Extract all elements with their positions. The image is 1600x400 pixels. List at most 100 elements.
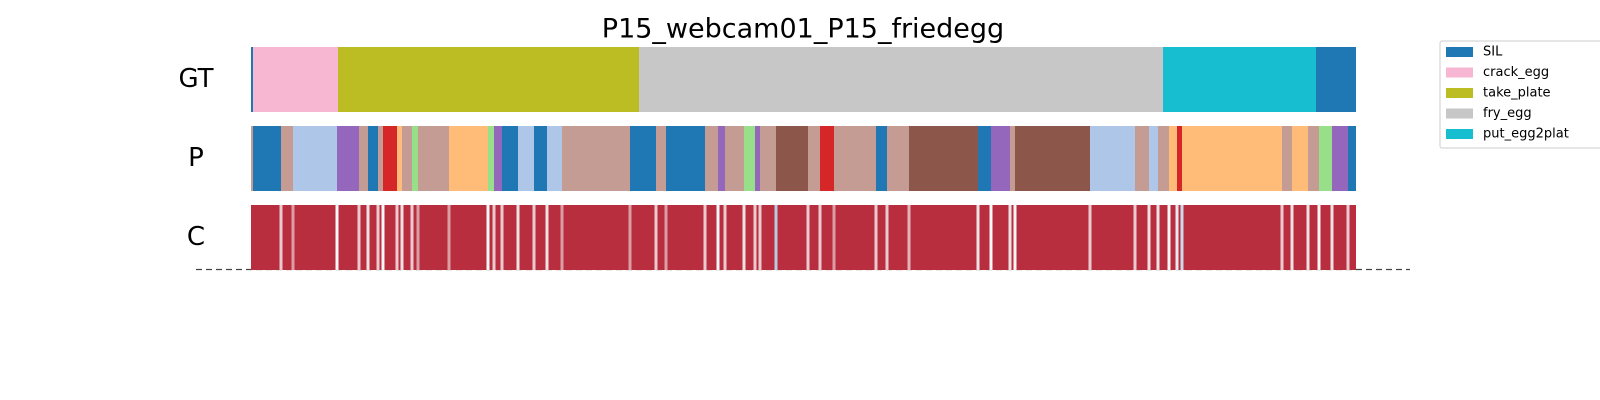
confidence-dip [560,205,564,270]
pred-segment [1282,126,1292,191]
pred-segment [834,126,876,191]
pred-segment [502,126,518,191]
pred-segment [630,126,656,191]
row-label: C [187,222,205,252]
pred-segment [1348,126,1356,191]
confidence-dip [395,205,399,270]
pred-segment [760,126,776,191]
pred-segment [402,126,412,191]
pred-segment [418,126,449,191]
pred-segment [991,126,1010,191]
pred-segment [251,126,253,191]
legend-label: take_plate [1483,86,1551,101]
pred-segment [494,126,502,191]
pred-segment [1135,126,1149,191]
pred-segment [876,126,887,191]
gt-segment [251,47,253,112]
confidence-dip [447,205,451,270]
confidence-dip [976,205,980,270]
gt-segment [338,47,639,112]
pred-segment [293,126,337,191]
confidence-dip [874,205,878,270]
pred-segment [1158,126,1169,191]
confidence-dip [376,205,380,270]
confidence-dip [664,205,668,270]
confidence-dip [486,205,490,270]
confidence-dip [1008,205,1012,270]
legend-swatch [1446,47,1473,57]
confidence-base [251,205,1356,270]
confidence-dip [1290,205,1294,270]
gt-segment [1163,47,1316,112]
pred-segment [412,126,418,191]
confidence-dip [806,205,810,270]
pred-segment [656,126,666,191]
confidence-dip [885,205,889,270]
confidence-dip [818,205,822,270]
confidence-dip [1317,205,1321,270]
pred-segment [820,126,834,191]
pred-segment [547,126,562,191]
confidence-dip [1346,205,1350,270]
pred-segment [383,126,397,191]
legend-label: put_egg2plat [1483,127,1569,142]
pred-segment [534,126,547,191]
pred-segment [359,126,368,191]
confidence-dip [832,205,836,270]
confidence-dip [1156,205,1160,270]
pred-segment [449,126,488,191]
confidence-dip [989,205,993,270]
pred-segment [397,126,402,191]
pred-segment [744,126,755,191]
gt-segment [1316,47,1356,112]
legend-swatch [1446,129,1473,139]
pred-segment [562,126,630,191]
confidence-dip [381,205,385,270]
pred-segment [1332,126,1348,191]
gt-segment [639,47,1163,112]
legend-label: fry_egg [1483,106,1532,121]
confidence-dip [703,205,707,270]
pred-segment [1010,126,1015,191]
pred-segment [1015,126,1090,191]
confidence-dip [1280,205,1284,270]
pred-segment [887,126,909,191]
confidence-dip [907,205,911,270]
pred-segment [1308,126,1319,191]
legend-swatch [1446,67,1473,78]
legend-label: crack_egg [1483,65,1549,80]
pred-segment [725,126,744,191]
confidence-dip [723,205,727,270]
confidence-dip [545,205,549,270]
confidence-dip [628,205,632,270]
legend-swatch [1446,88,1473,98]
pred-segment [281,126,293,191]
pred-segment [909,126,978,191]
confidence-dip [532,205,536,270]
pred-segment [1319,126,1332,191]
confidence-dip [500,205,504,270]
chart-title: P15_webcam01_P15_friedegg [602,14,1004,45]
confidence-dip [492,205,496,270]
confidence-dip [1180,205,1184,270]
confidence-dip [279,205,283,270]
pred-segment [1292,126,1308,191]
confidence-dip [716,205,720,270]
pred-segment [1177,126,1182,191]
pred-segment [978,126,991,191]
confidence-dip [400,205,404,270]
pred-segment [755,126,760,191]
confidence-dip [774,205,778,270]
legend-label: SIL [1483,45,1503,60]
pred-segment [1149,126,1158,191]
confidence-dip [357,205,361,270]
pred-segment [518,126,534,191]
pred-segment [337,126,359,191]
row-label: GT [178,64,213,94]
pred-segment [253,126,281,191]
confidence-dip [516,205,520,270]
pred-segment [368,126,378,191]
pred-segment [1090,126,1135,191]
